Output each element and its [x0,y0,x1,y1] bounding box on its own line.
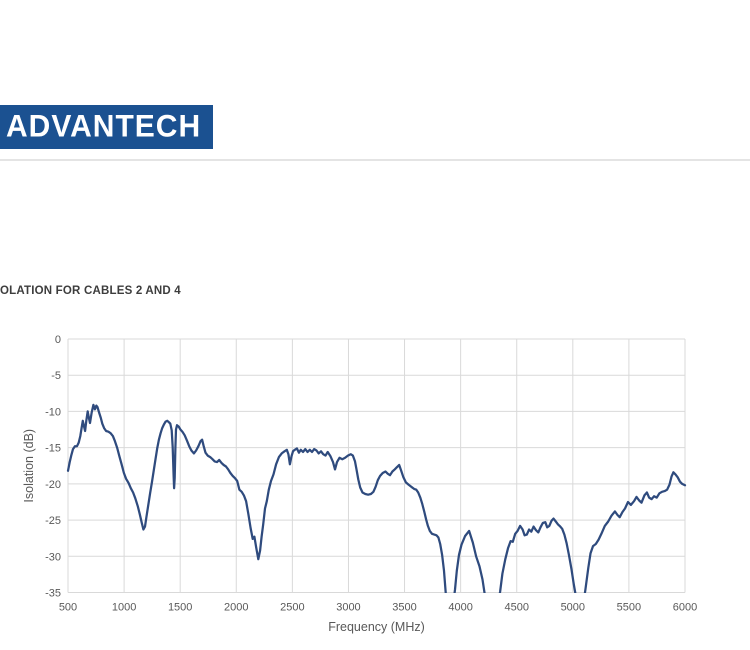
x-axis-tick-label: 4000 [448,602,472,614]
section-heading: OLATION FOR CABLES 2 AND 4 [0,285,181,297]
header-divider [0,159,750,161]
isolation-series-line [66,403,687,593]
x-axis-tick-label: 3500 [392,602,416,614]
y-axis-tick-label: -30 [45,551,61,563]
y-axis-tick-label: -15 [45,443,61,455]
y-axis-title: Isolation (dB) [22,429,36,503]
x-axis-tick-label: 2500 [280,602,304,614]
advantech-logo-text: ADVANTECH [6,109,202,144]
y-axis-tick-label: 0 [55,334,61,346]
y-axis-tick-label: -10 [45,406,61,418]
y-axis-tick-label: -25 [45,515,61,527]
x-axis-tick-label: 2000 [224,602,248,614]
x-axis-tick-label: 1500 [168,602,192,614]
y-axis-tick-label: -20 [45,479,61,491]
x-axis-tick-label: 1000 [112,602,136,614]
x-axis-tick-label: 5000 [561,602,585,614]
x-axis-tick-label: 3000 [336,602,360,614]
advantech-logo: ADVANTECH [0,105,213,149]
x-axis-title: Frequency (MHz) [328,620,425,634]
x-axis-tick-label: 5500 [617,602,641,614]
y-axis-tick-label: -35 [45,588,61,600]
x-axis-tick-label: 500 [59,602,77,614]
y-axis-tick-label: -5 [51,370,61,382]
x-axis-tick-label: 4500 [504,602,528,614]
x-axis-tick-label: 6000 [673,602,697,614]
